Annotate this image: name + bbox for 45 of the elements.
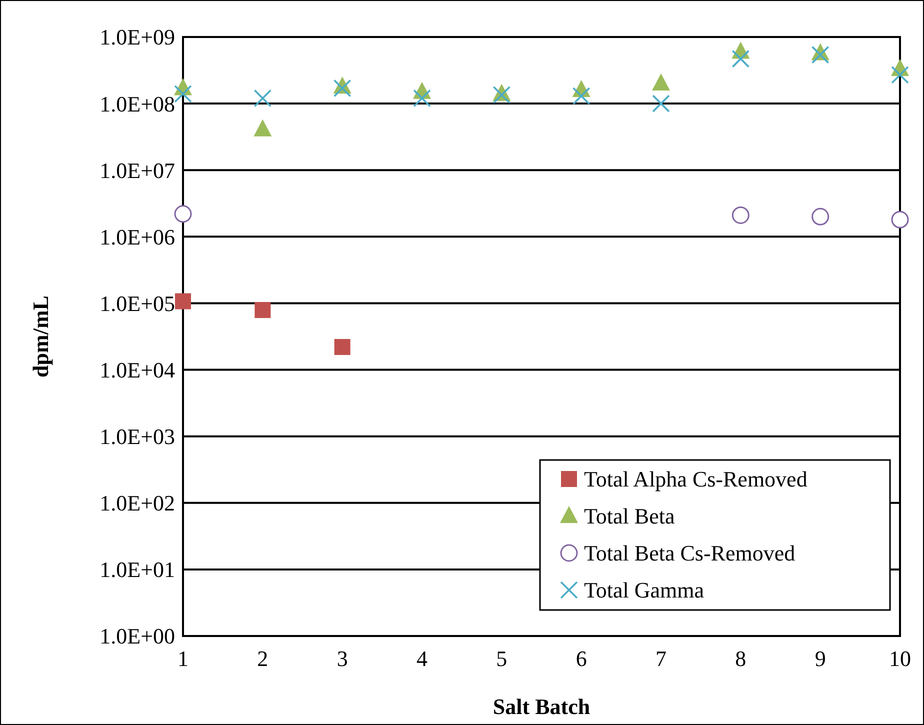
y-tick-label: 1.0E+05 [100, 290, 175, 316]
point [254, 89, 272, 108]
x-tick-label: 5 [496, 646, 508, 671]
point [174, 84, 192, 103]
point [891, 210, 909, 228]
y-axis-title: dpm/mL [28, 296, 53, 378]
point [891, 66, 909, 84]
point [812, 208, 830, 226]
point [175, 293, 191, 310]
y-tick-label: 1.0E+07 [100, 158, 175, 183]
point [492, 86, 511, 104]
y-tick-label: 1.0E+02 [100, 490, 175, 516]
y-tick-label: 1.0E+08 [100, 91, 175, 116]
x-tick-label: 7 [656, 646, 666, 671]
point [652, 74, 670, 91]
y-tick-label: 1.0E+00 [100, 624, 175, 649]
point [254, 302, 271, 318]
y-tick-label: 1.0E+04 [100, 357, 175, 382]
point [334, 338, 350, 355]
x-tick-label: 4 [416, 646, 428, 671]
x-tick-label: 3 [336, 646, 348, 671]
x-tick-label: 6 [576, 646, 587, 671]
point [652, 94, 670, 112]
legend-label: Total Gamma [584, 578, 704, 603]
x-tick-label: 9 [814, 646, 826, 671]
point [254, 119, 272, 136]
y-tick-label: 1.0E+06 [100, 224, 175, 250]
point [413, 89, 431, 108]
legend-label: Total Beta [584, 504, 675, 529]
point [572, 87, 590, 105]
point [174, 205, 192, 223]
x-tick-label: 10 [889, 646, 911, 671]
y-tick-label: 1.0E+09 [100, 24, 175, 50]
x-tick-label: 8 [735, 646, 746, 671]
x-tick-label: 1 [178, 646, 188, 671]
x-tick-label: 2 [257, 646, 268, 671]
point [333, 79, 352, 98]
legend-label: Total Alpha Cs-Removed [584, 466, 808, 492]
point [732, 50, 750, 68]
legend-label: Total Beta Cs-Removed [584, 540, 796, 566]
point [811, 46, 830, 64]
y-tick-label: 1.0E+03 [100, 424, 175, 450]
point [732, 206, 750, 224]
y-tick-label: 1.0E+01 [100, 557, 175, 582]
x-axis-title: Salt Batch [492, 694, 590, 719]
